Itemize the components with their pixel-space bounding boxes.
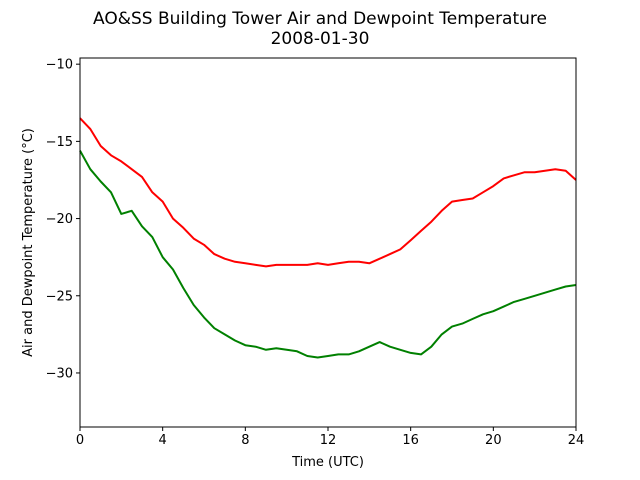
series-line-1 xyxy=(79,117,577,268)
y-axis-label: Air and Dewpoint Temperature (°C) xyxy=(21,128,36,357)
x-tick-label: 24 xyxy=(568,433,585,448)
chart-title: AO&SS Building Tower Air and Dewpoint Te… xyxy=(93,9,547,29)
x-tick-label: 8 xyxy=(241,433,249,448)
x-tick-label: 4 xyxy=(159,433,167,448)
x-tick-label: 20 xyxy=(485,433,502,448)
chart-subtitle: 2008-01-30 xyxy=(271,29,370,49)
y-tick-label: −15 xyxy=(46,135,73,150)
series-layer xyxy=(79,117,577,359)
y-tick-label: −25 xyxy=(46,289,73,304)
x-tick-label: 0 xyxy=(76,433,84,448)
y-tick-label: −10 xyxy=(46,58,73,73)
x-tick-label: 12 xyxy=(320,433,337,448)
y-tick-label: −30 xyxy=(46,366,73,381)
series-line-2 xyxy=(79,150,577,359)
y-axis-ticks: −30 −25 −20 −15 −10 xyxy=(46,58,80,381)
plot-frame xyxy=(79,57,577,428)
y-tick-label: −20 xyxy=(46,212,73,227)
x-axis-ticks: 0 4 8 12 16 20 24 xyxy=(76,427,584,448)
x-axis-label: Time (UTC) xyxy=(291,455,364,470)
x-tick-label: 16 xyxy=(402,433,419,448)
